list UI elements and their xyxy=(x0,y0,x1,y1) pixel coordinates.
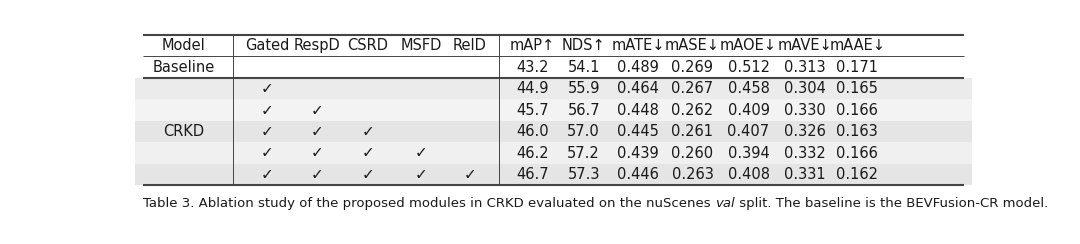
Text: 56.7: 56.7 xyxy=(567,102,600,118)
Text: 0.332: 0.332 xyxy=(784,145,825,161)
Text: mATE↓: mATE↓ xyxy=(611,38,665,53)
Text: Baseline: Baseline xyxy=(152,60,215,75)
Text: CSRD: CSRD xyxy=(347,38,388,53)
Text: 0.330: 0.330 xyxy=(784,102,825,118)
Text: 0.439: 0.439 xyxy=(617,145,659,161)
Text: 0.166: 0.166 xyxy=(836,102,878,118)
Text: ✓: ✓ xyxy=(362,124,374,139)
Text: ✓: ✓ xyxy=(261,145,273,161)
Text: 43.2: 43.2 xyxy=(516,60,549,75)
Text: 44.9: 44.9 xyxy=(516,81,549,96)
Bar xyxy=(135,56,972,78)
Text: mAP↑: mAP↑ xyxy=(510,38,555,53)
Text: 0.458: 0.458 xyxy=(728,81,769,96)
Text: 0.409: 0.409 xyxy=(728,102,770,118)
Text: ✓: ✓ xyxy=(415,167,428,182)
Bar xyxy=(135,164,972,185)
Bar xyxy=(135,142,972,164)
Text: ✓: ✓ xyxy=(463,167,476,182)
Bar xyxy=(135,35,972,185)
Text: MSFD: MSFD xyxy=(401,38,442,53)
Text: 0.326: 0.326 xyxy=(784,124,825,139)
Text: mAOE↓: mAOE↓ xyxy=(720,38,777,53)
Text: 0.261: 0.261 xyxy=(672,124,714,139)
Text: mAVE↓: mAVE↓ xyxy=(778,38,832,53)
Text: ✓: ✓ xyxy=(261,81,273,96)
Text: ✓: ✓ xyxy=(261,102,273,118)
Text: ✓: ✓ xyxy=(261,124,273,139)
Text: 0.171: 0.171 xyxy=(836,60,878,75)
Text: ✓: ✓ xyxy=(311,145,324,161)
Text: CRKD: CRKD xyxy=(163,124,204,139)
Bar xyxy=(135,78,972,99)
Text: 54.1: 54.1 xyxy=(567,60,599,75)
Text: mASE↓: mASE↓ xyxy=(665,38,720,53)
Text: 0.489: 0.489 xyxy=(617,60,659,75)
Text: 55.9: 55.9 xyxy=(567,81,599,96)
Text: 0.162: 0.162 xyxy=(836,167,878,182)
Text: 46.0: 46.0 xyxy=(516,124,549,139)
Bar xyxy=(135,35,972,56)
Text: 0.267: 0.267 xyxy=(672,81,714,96)
Text: 0.445: 0.445 xyxy=(617,124,659,139)
Text: 57.2: 57.2 xyxy=(567,145,600,161)
Text: 46.7: 46.7 xyxy=(516,167,549,182)
Text: 0.262: 0.262 xyxy=(672,102,714,118)
Text: 0.166: 0.166 xyxy=(836,145,878,161)
Text: ✓: ✓ xyxy=(311,167,324,182)
Text: 0.313: 0.313 xyxy=(784,60,825,75)
Text: Model: Model xyxy=(162,38,205,53)
Text: split. The baseline is the BEVFusion-CR model.: split. The baseline is the BEVFusion-CR … xyxy=(734,197,1048,210)
Text: 57.0: 57.0 xyxy=(567,124,600,139)
Text: 0.304: 0.304 xyxy=(784,81,825,96)
Text: 0.448: 0.448 xyxy=(617,102,659,118)
Bar xyxy=(135,99,972,121)
Text: 0.165: 0.165 xyxy=(836,81,878,96)
Text: 0.269: 0.269 xyxy=(672,60,714,75)
Text: ✓: ✓ xyxy=(311,102,324,118)
Text: 0.163: 0.163 xyxy=(836,124,878,139)
Text: 0.408: 0.408 xyxy=(728,167,770,182)
Text: 0.263: 0.263 xyxy=(672,167,714,182)
Text: ✓: ✓ xyxy=(415,145,428,161)
Text: 0.512: 0.512 xyxy=(728,60,770,75)
Text: 0.446: 0.446 xyxy=(617,167,659,182)
Text: val: val xyxy=(715,197,734,210)
Text: 0.464: 0.464 xyxy=(617,81,659,96)
Text: ✓: ✓ xyxy=(261,167,273,182)
Text: RespD: RespD xyxy=(294,38,341,53)
Bar xyxy=(135,121,972,142)
Text: Gated: Gated xyxy=(245,38,289,53)
Text: ✓: ✓ xyxy=(362,167,374,182)
Text: 0.260: 0.260 xyxy=(672,145,714,161)
Text: 45.7: 45.7 xyxy=(516,102,549,118)
Text: ✓: ✓ xyxy=(311,124,324,139)
Text: 0.331: 0.331 xyxy=(784,167,825,182)
Text: RelD: RelD xyxy=(453,38,487,53)
Text: 46.2: 46.2 xyxy=(516,145,549,161)
Text: mAAE↓: mAAE↓ xyxy=(829,38,886,53)
Text: ✓: ✓ xyxy=(362,145,374,161)
Text: 57.3: 57.3 xyxy=(567,167,599,182)
Text: 0.407: 0.407 xyxy=(728,124,770,139)
Text: NDS↑: NDS↑ xyxy=(562,38,606,53)
Text: 0.394: 0.394 xyxy=(728,145,769,161)
Text: Table 3. Ablation study of the proposed modules in CRKD evaluated on the nuScene: Table 3. Ablation study of the proposed … xyxy=(144,197,715,210)
